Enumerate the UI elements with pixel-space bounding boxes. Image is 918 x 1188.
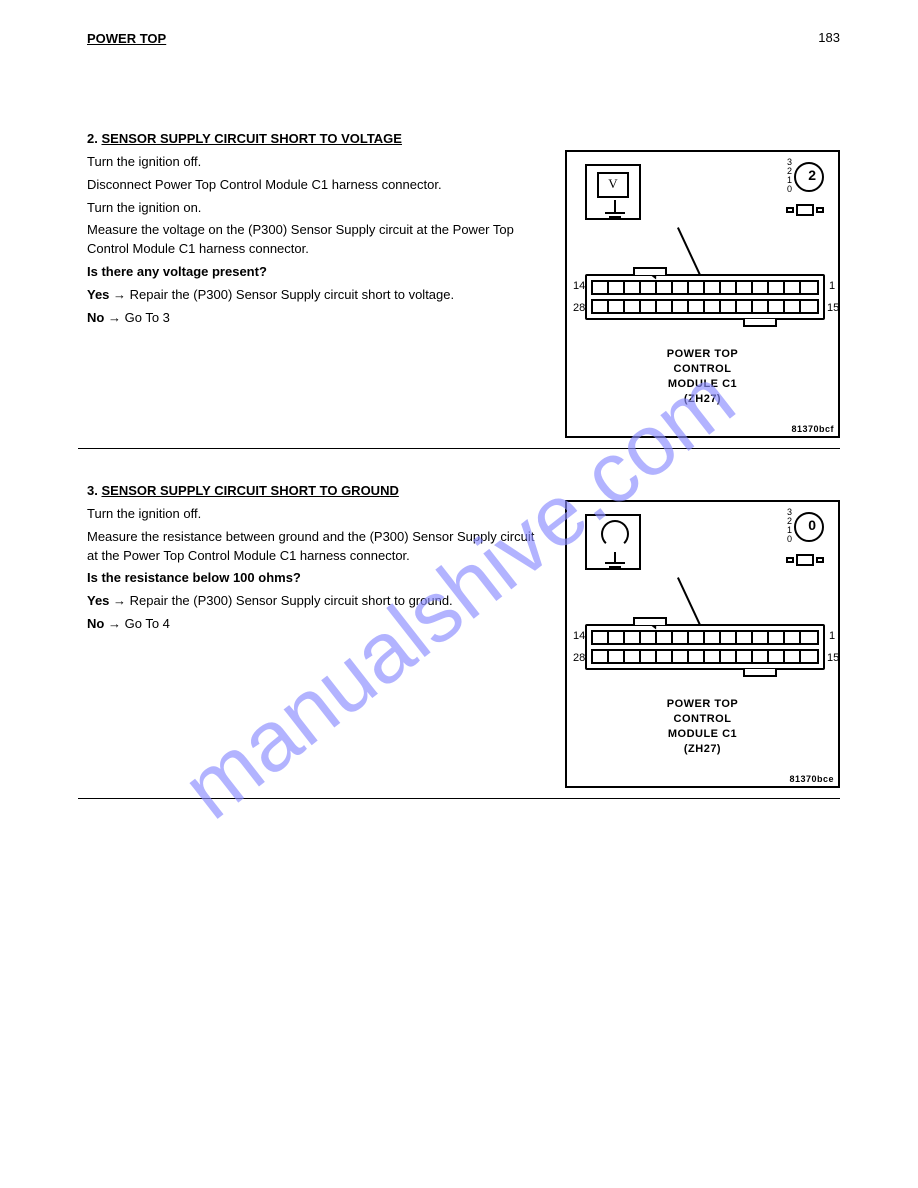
arrow-icon: →: [108, 310, 121, 325]
dial-scale: 3 2 1 0: [787, 158, 792, 194]
plug-tip2: [786, 557, 794, 563]
test2-no-action: Go To 3: [125, 310, 170, 325]
test2-yes-label: Yes: [87, 287, 109, 302]
manual-page: { "header": { "text": "POWER TOP", "page…: [0, 0, 918, 1188]
connector-drawing: [585, 620, 825, 680]
test3-block: 3. SENSOR SUPPLY CIRCUIT SHORT TO GROUND…: [87, 482, 547, 638]
connector-title: POWER TOP CONTROL MODULE C1 (ZH27): [567, 347, 838, 406]
test3-yes-action: Repair the (P300) Sensor Supply circuit …: [130, 593, 453, 608]
pin-bl: 28: [573, 302, 585, 314]
plug-icon: [796, 204, 814, 216]
divider: [78, 448, 840, 449]
plug-icon: [796, 554, 814, 566]
pin-tr: 1: [829, 280, 835, 292]
pointer-arrow: [677, 227, 701, 275]
voltmeter-icon: V: [585, 164, 641, 220]
test2-num: 2.: [87, 131, 98, 146]
connector-drawing: [585, 270, 825, 330]
section-header: POWER TOP: [87, 30, 166, 49]
test2-question: Is there any voltage present?: [87, 263, 547, 282]
dial-scale: 3 2 1 0: [787, 508, 792, 544]
test2-yes-action: Repair the (P300) Sensor Supply circuit …: [130, 287, 454, 302]
figure-id: 81370bcf: [791, 424, 834, 434]
pin-tr: 1: [829, 630, 835, 642]
connector-title: POWER TOP CONTROL MODULE C1 (ZH27): [567, 697, 838, 756]
dial-value: 0: [808, 517, 816, 533]
figure-id: 81370bce: [789, 774, 834, 784]
pin-tl: 14: [573, 630, 585, 642]
test2-step-3: Turn the ignition on.: [87, 199, 547, 218]
test3-no-label: No: [87, 616, 104, 631]
test2-step-2: Disconnect Power Top Control Module C1 h…: [87, 176, 547, 195]
arrow-icon: →: [113, 287, 126, 302]
dial-value: 2: [808, 167, 816, 183]
test2-step-4: Measure the voltage on the (P300) Sensor…: [87, 221, 547, 259]
test2-no-label: No: [87, 310, 104, 325]
pin-br: 15: [827, 652, 839, 664]
test2-diagram: V 2 3 2 1 0 14 1 28 15 POWER TOP CONTROL: [565, 150, 840, 438]
test2-step-1: Turn the ignition off.: [87, 153, 547, 172]
arrow-icon: →: [108, 616, 121, 631]
meter-label: V: [587, 176, 639, 192]
plug-tip: [816, 557, 824, 563]
test2-heading: SENSOR SUPPLY CIRCUIT SHORT TO VOLTAGE: [101, 131, 402, 146]
test3-step-2: Measure the resistance between ground an…: [87, 528, 547, 566]
test2-block: 2. SENSOR SUPPLY CIRCUIT SHORT TO VOLTAG…: [87, 130, 547, 332]
test3-question: Is the resistance below 100 ohms?: [87, 569, 547, 588]
test3-heading: SENSOR SUPPLY CIRCUIT SHORT TO GROUND: [101, 483, 398, 498]
page-number: 183: [818, 30, 840, 45]
test3-step-1: Turn the ignition off.: [87, 505, 547, 524]
arrow-icon: →: [113, 593, 126, 608]
header-text: POWER TOP: [87, 31, 166, 46]
pin-bl: 28: [573, 652, 585, 664]
test3-diagram: 0 3 2 1 0 14 1 28 15 POWER TOP CONTROL M…: [565, 500, 840, 788]
pointer-arrow: [677, 577, 701, 625]
test3-yes-label: Yes: [87, 593, 109, 608]
plug-tip: [816, 207, 824, 213]
plug-tip2: [786, 207, 794, 213]
test3-no-action: Go To 4: [125, 616, 170, 631]
pin-br: 15: [827, 302, 839, 314]
pin-tl: 14: [573, 280, 585, 292]
ohmmeter-icon: [585, 514, 641, 570]
test3-num: 3.: [87, 483, 98, 498]
divider: [78, 798, 840, 799]
